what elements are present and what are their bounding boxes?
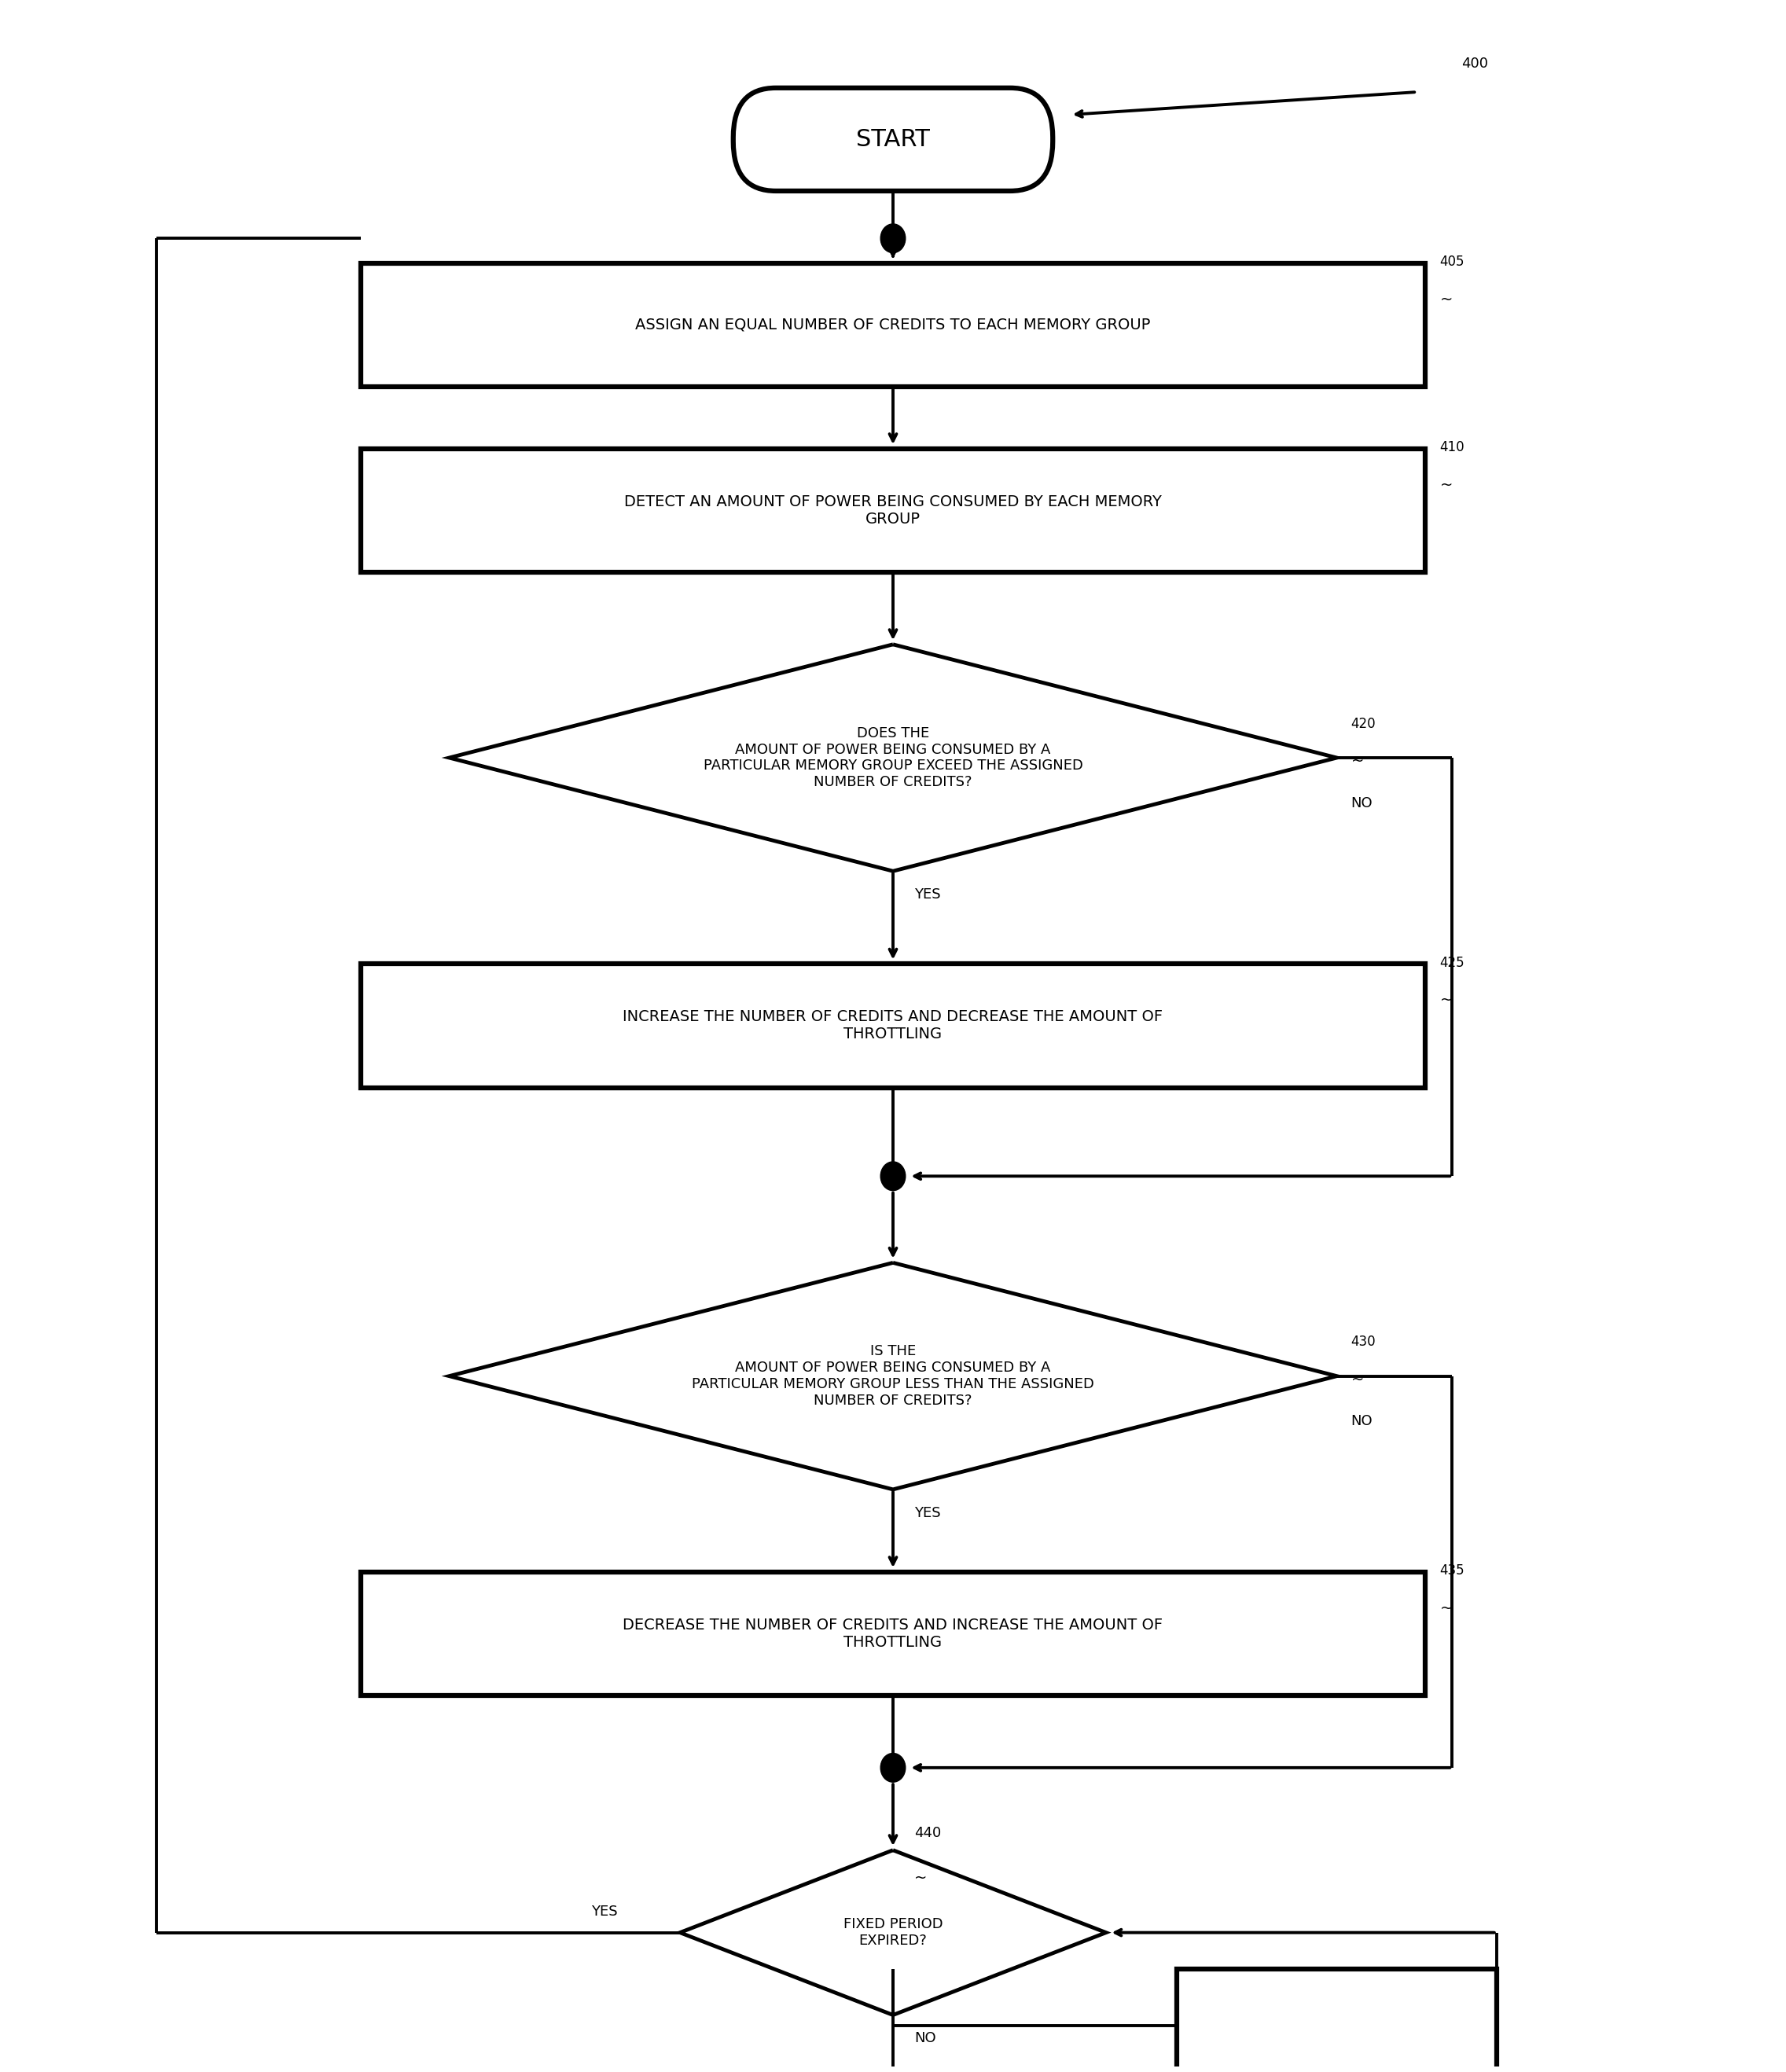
Text: ~: ~ [914,1871,927,1886]
Text: NO: NO [914,2031,936,2045]
Text: 420: 420 [1350,717,1375,731]
Text: 430: 430 [1350,1334,1375,1349]
Bar [361,1573,1425,1695]
Text: NO: NO [1350,1415,1373,1428]
Text: FIXED PERIOD
EXPIRED?: FIXED PERIOD EXPIRED? [843,1917,943,1948]
Text: 440: 440 [914,1825,941,1840]
Text: ~: ~ [1440,1602,1452,1616]
Text: DOES THE
AMOUNT OF POWER BEING CONSUMED BY A
PARTICULAR MEMORY GROUP EXCEED THE : DOES THE AMOUNT OF POWER BEING CONSUMED … [704,725,1082,789]
Text: ~: ~ [1440,477,1452,493]
Text: 435: 435 [1440,1564,1465,1577]
Bar [361,963,1425,1088]
Text: NO: NO [1350,796,1373,810]
Circle shape [880,1753,906,1782]
Text: ~: ~ [1350,1372,1365,1386]
Text: YES: YES [591,1904,618,1919]
Text: YES: YES [914,887,941,901]
Polygon shape [450,1262,1336,1490]
Text: INCREASE THE NUMBER OF CREDITS AND DECREASE THE AMOUNT OF
THROTTLING: INCREASE THE NUMBER OF CREDITS AND DECRE… [623,1009,1163,1042]
Text: ~: ~ [1350,754,1365,769]
Bar [1177,1968,1497,2072]
Text: YES: YES [914,1506,941,1521]
Circle shape [880,1162,906,1191]
Circle shape [880,224,906,253]
Text: ~: ~ [1440,992,1452,1007]
Polygon shape [450,644,1336,870]
Text: 400: 400 [1461,58,1488,70]
FancyBboxPatch shape [734,87,1052,191]
Text: DECREASE THE NUMBER OF CREDITS AND INCREASE THE AMOUNT OF
THROTTLING: DECREASE THE NUMBER OF CREDITS AND INCRE… [623,1618,1163,1649]
Text: 410: 410 [1440,441,1465,454]
Text: ASSIGN AN EQUAL NUMBER OF CREDITS TO EACH MEMORY GROUP: ASSIGN AN EQUAL NUMBER OF CREDITS TO EAC… [636,317,1150,332]
Text: ~: ~ [1440,292,1452,307]
Bar [361,263,1425,387]
Bar [361,450,1425,572]
Polygon shape [680,1850,1106,2014]
Text: DETECT AN AMOUNT OF POWER BEING CONSUMED BY EACH MEMORY
GROUP: DETECT AN AMOUNT OF POWER BEING CONSUMED… [623,495,1163,526]
Text: 405: 405 [1440,255,1465,269]
Text: 425: 425 [1440,955,1465,970]
Text: IS THE
AMOUNT OF POWER BEING CONSUMED BY A
PARTICULAR MEMORY GROUP LESS THAN THE: IS THE AMOUNT OF POWER BEING CONSUMED BY… [691,1345,1095,1407]
Text: START: START [855,128,931,151]
